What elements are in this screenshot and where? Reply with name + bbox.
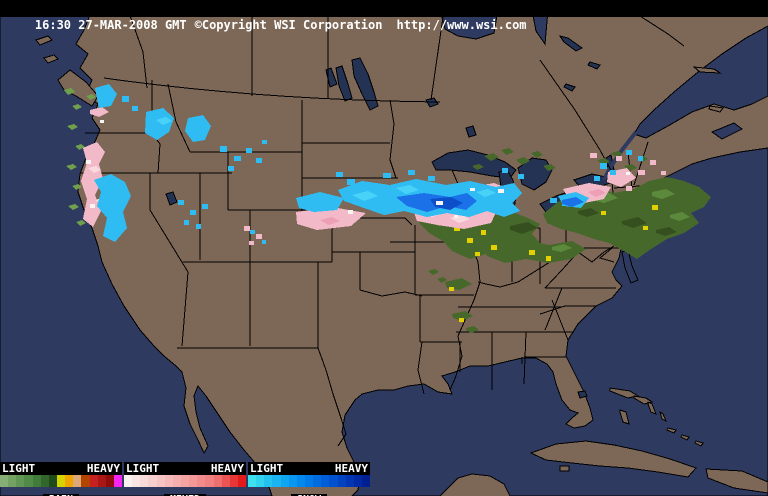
snow-montana-specks: [220, 140, 267, 171]
snow-utah-specks: [178, 200, 208, 229]
isle-of-youth: [559, 465, 570, 472]
lake-winnipegosis: [325, 67, 338, 88]
cuba-west: [529, 440, 697, 478]
mixed-colorado-specks: [244, 226, 262, 245]
copyright-text: ©Copyright WSI Corporation: [194, 18, 383, 32]
bahamas: [609, 387, 704, 447]
snow-wyoming-tail: [296, 192, 344, 212]
cuba-east: [705, 468, 768, 494]
title-bar: 16:30 27-MAR-2008 GMT ©Copyright WSI Corp…: [0, 0, 768, 32]
lake-manitoba: [335, 65, 353, 102]
radar-snow-intense-layer: [430, 197, 463, 210]
snow-newyork: [558, 150, 643, 208]
quebec-lakes: [558, 35, 601, 92]
lake-okeechobee: [577, 390, 588, 399]
anticosti-island: [692, 66, 722, 74]
gulf-st-lawrence: [633, 25, 768, 139]
islands: [35, 35, 768, 494]
radar-echoes: [64, 84, 711, 333]
snow-minnesota-specks: [336, 170, 435, 185]
rain-ontario-specks: [472, 148, 556, 171]
lake-winnipeg: [351, 57, 379, 111]
rain-ohio-valley: [478, 234, 586, 263]
mixed-light-patches: [88, 166, 494, 223]
snow-heavy-newyork: [562, 197, 584, 207]
radar-mixed-light-layer: [88, 166, 494, 223]
snow-idaho-blob: [145, 108, 174, 140]
prince-edward-island: [708, 105, 724, 113]
snow-montana-blob: [185, 115, 211, 142]
snow-puget-blob: [95, 84, 138, 111]
timestamp-text: 16:30 27-MAR-2008 GMT: [34, 18, 187, 32]
radar-rain-light-layer: [462, 189, 690, 252]
rain-dark-patches: [510, 208, 677, 236]
bay-of-fundy: [710, 122, 743, 140]
rain-light-patches: [462, 189, 690, 252]
radar-rain-dark-layer: [510, 208, 677, 236]
lake-superior: [431, 149, 517, 179]
snow-oregon-coast: [94, 174, 131, 242]
snow-intense-core: [430, 197, 463, 210]
rain-quebec-specks: [597, 151, 648, 171]
mexico-border: [177, 347, 347, 447]
canadian-province-borders: [127, 9, 685, 173]
mixed-pnw-north: [90, 107, 109, 117]
url-text: http://www.wsi.com: [396, 18, 527, 32]
lake-nipigon: [465, 125, 477, 138]
rain-tennessee-specks: [428, 269, 479, 333]
bc-islands: [35, 35, 59, 64]
us-canada-border: [103, 77, 441, 103]
great-salt-lake: [165, 191, 178, 206]
